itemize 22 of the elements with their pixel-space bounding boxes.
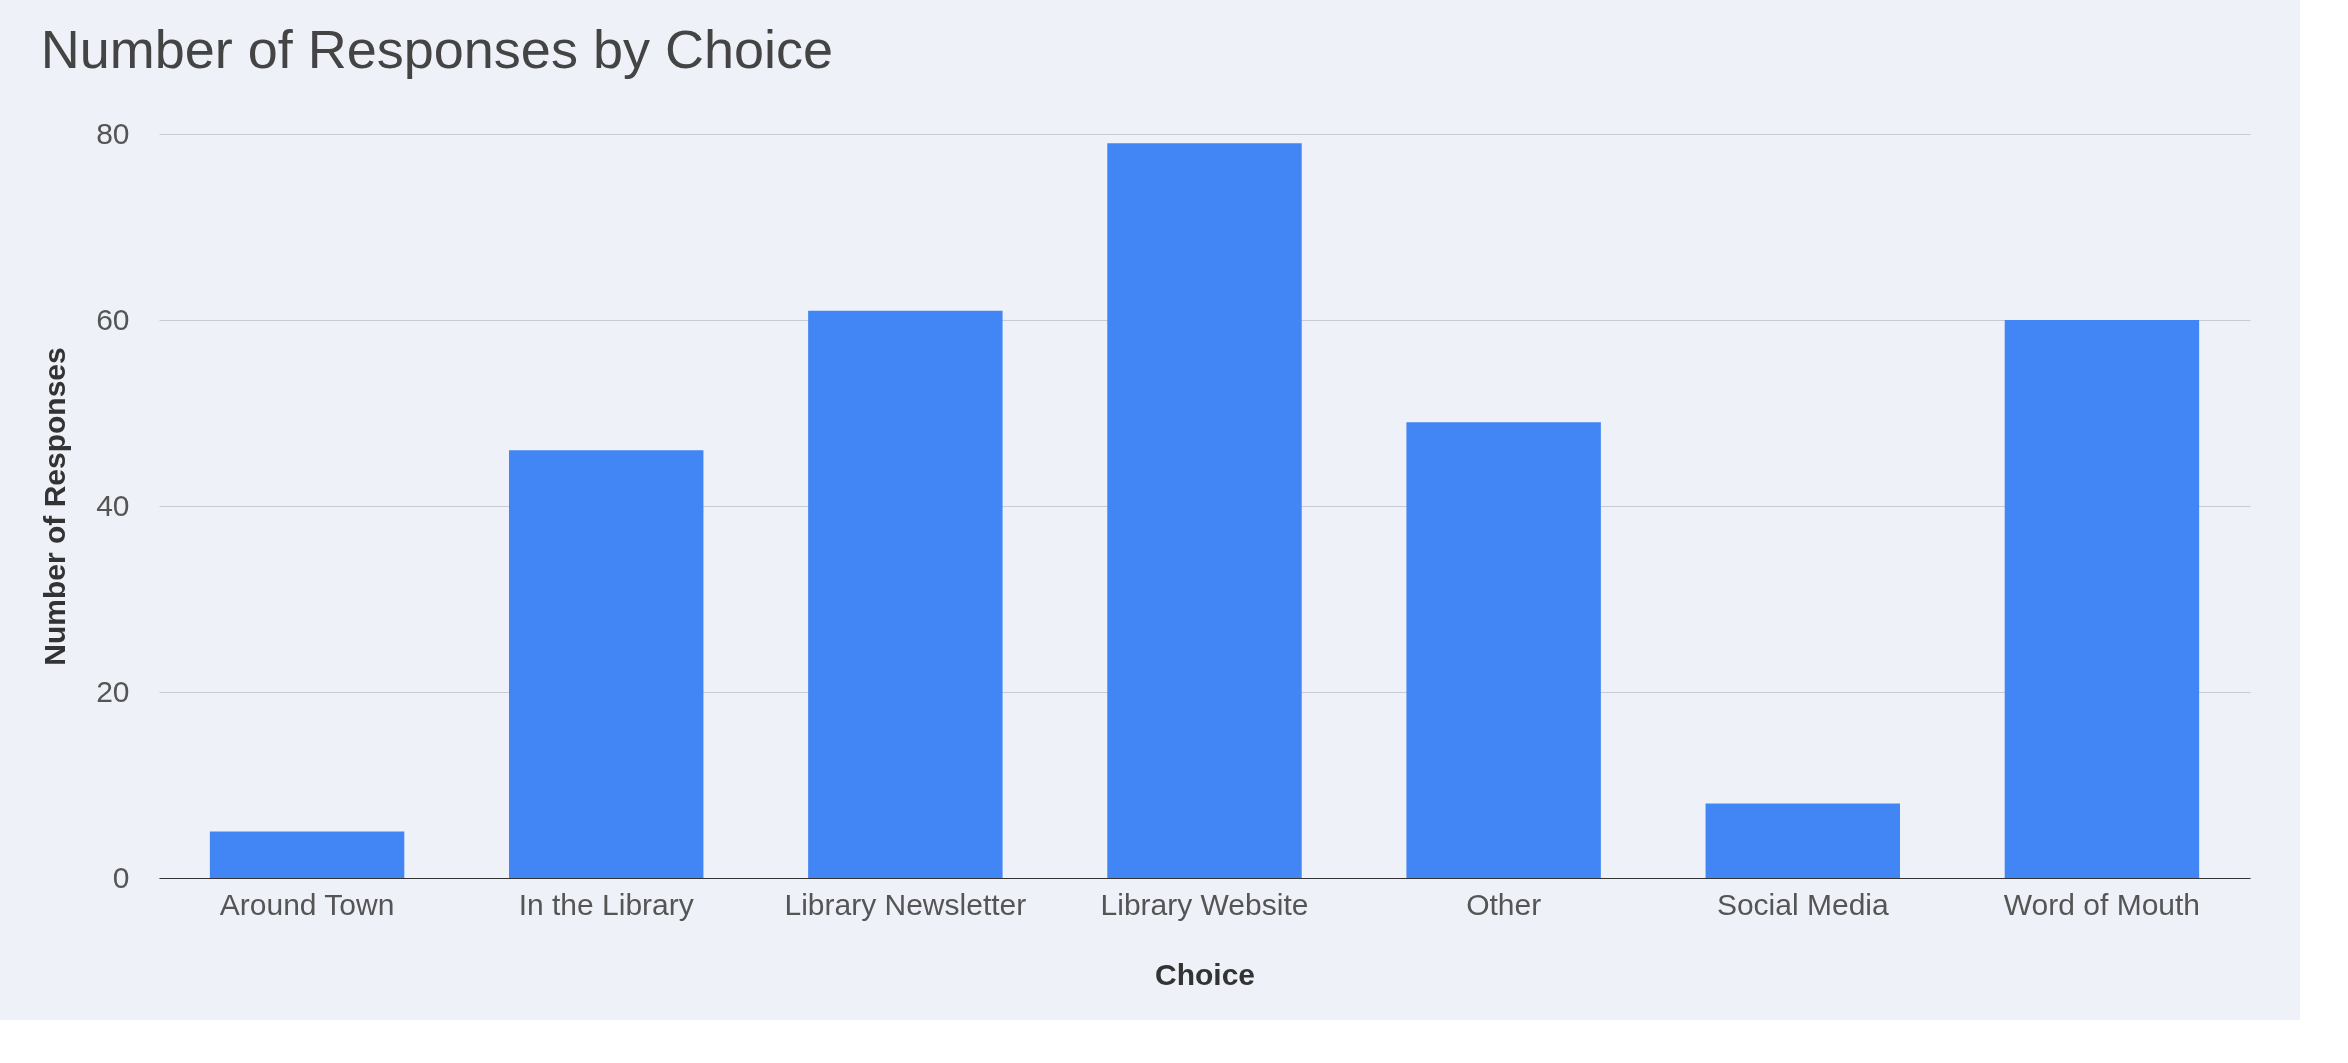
bar [209, 831, 405, 878]
bar [1705, 803, 1900, 878]
x-tick-label: Around Town [219, 887, 395, 921]
y-tick-label: 40 [96, 488, 130, 522]
bar [808, 310, 1003, 878]
x-tick-label: Word of Mouth [2003, 887, 2201, 921]
bar [1406, 422, 1601, 878]
x-tick-label: Library Website [1100, 887, 1309, 921]
x-tick-label: Other [1466, 887, 1542, 921]
bar [2004, 320, 2200, 878]
y-tick-label: 80 [96, 116, 130, 150]
bar [509, 450, 704, 878]
chart-title: Number of Responses by Choice [40, 19, 834, 79]
x-tick-label: Library Newsletter [784, 887, 1027, 921]
y-tick-label: 60 [96, 302, 130, 336]
y-axis-title: Number of Responses [38, 347, 72, 666]
x-tick-label: In the Library [518, 887, 694, 921]
y-tick-label: 0 [112, 860, 130, 894]
bar [1107, 143, 1302, 878]
x-axis-title: Choice [1154, 957, 1256, 991]
y-tick-label: 20 [96, 674, 130, 708]
x-tick-label: Social Media [1716, 887, 1889, 921]
